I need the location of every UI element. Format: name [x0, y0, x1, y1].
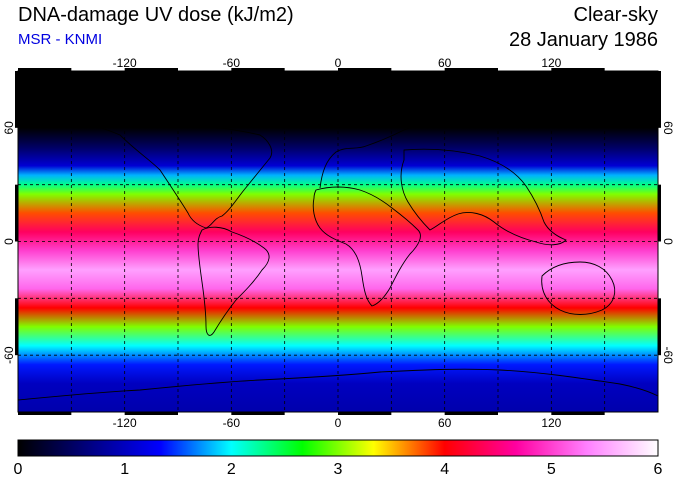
longitude-tick-label: 60 [438, 56, 452, 70]
frame-bar [444, 68, 498, 71]
colorbar-tick-label: 3 [334, 461, 343, 478]
frame-bar [658, 184, 661, 242]
longitude-tick-label: -120 [113, 56, 137, 70]
longitude-tick-label: 120 [541, 56, 561, 70]
coastline-asia [400, 148, 567, 246]
coastline-north-america [18, 119, 273, 229]
longitude-tick-label: -120 [113, 416, 137, 430]
frame-bar [18, 68, 72, 71]
latitude-tick-label: 60 [661, 121, 675, 135]
latitude-labels-right: 60 0 -60 [661, 121, 675, 364]
frame-bar [231, 412, 285, 415]
latitude-tick-label: 0 [661, 238, 675, 245]
frame-bar [658, 298, 661, 356]
longitude-tick-label: 0 [335, 416, 342, 430]
colorbar-tick-label: 4 [440, 461, 449, 478]
frame-bar [444, 412, 498, 415]
date-label: 28 January 1986 [508, 29, 658, 51]
longitude-tick-label: -60 [223, 416, 241, 430]
coastlines [18, 94, 658, 401]
frame-bar [338, 68, 392, 71]
longitude-tick-label: 60 [438, 416, 452, 430]
frame-bar [124, 412, 178, 415]
coastline-australia [541, 261, 616, 315]
frame-bar [338, 412, 392, 415]
frame-bar [18, 412, 72, 415]
longitude-tick-label: -60 [223, 56, 241, 70]
graticule [18, 71, 658, 412]
coastline-antarctica [18, 368, 658, 401]
colorbar-tick-label: 1 [120, 461, 129, 478]
colorbar-tick-label: 0 [14, 461, 23, 478]
latitude-tick-label: -60 [661, 346, 675, 364]
coastline-greenland [276, 94, 307, 125]
frame-bar [231, 68, 285, 71]
colorbar [17, 439, 659, 457]
data-source-label: MSR - KNMI [18, 31, 103, 48]
longitude-labels-bottom: -120 -60 0 60 120 [113, 416, 562, 430]
frame-bar [551, 412, 605, 415]
latitude-labels-left: 60 0 -60 [2, 121, 16, 364]
frame-bar [15, 184, 18, 242]
sky-condition-label: Clear-sky [573, 4, 658, 26]
latitude-tick-label: 60 [2, 121, 16, 135]
latitude-tick-label: 0 [2, 238, 16, 245]
frame-bar [658, 71, 661, 128]
colorbar-labels: 0 1 2 3 4 5 6 [14, 461, 663, 478]
frame-bar [124, 68, 178, 71]
coastline-africa [312, 186, 421, 307]
longitude-tick-label: 120 [541, 416, 561, 430]
frame-bars [15, 68, 661, 415]
frame-bar [15, 71, 18, 128]
frame-bar [551, 68, 605, 71]
map-title: DNA-damage UV dose (kJ/m2) [18, 4, 294, 26]
frame-bar [15, 298, 18, 356]
longitude-tick-label: 0 [335, 56, 342, 70]
longitude-labels-top: -120 -60 0 60 120 [113, 56, 562, 70]
coastline-europe [319, 122, 461, 189]
colorbar-tick-label: 2 [227, 461, 236, 478]
latitude-tick-label: -60 [2, 346, 16, 364]
colorbar-tick-label: 6 [654, 461, 663, 478]
coastline-south-america [197, 226, 270, 336]
colorbar-tick-label: 5 [547, 461, 556, 478]
